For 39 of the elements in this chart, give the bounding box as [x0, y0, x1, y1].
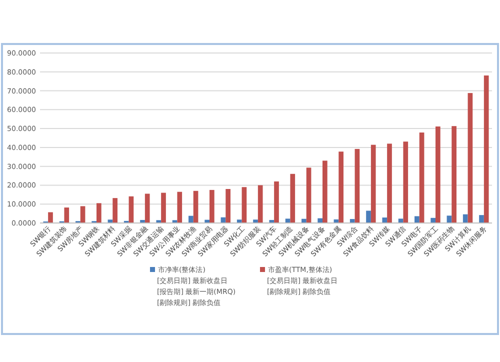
bar [188, 216, 194, 223]
bar [354, 148, 360, 223]
bar [387, 144, 392, 223]
bar [484, 75, 489, 223]
bar [128, 196, 134, 223]
bar [290, 174, 296, 223]
bar [338, 152, 344, 223]
bar [96, 203, 102, 223]
bar [253, 220, 258, 223]
bar [452, 126, 456, 223]
bar [350, 219, 355, 223]
bar [64, 208, 70, 223]
bar [366, 210, 371, 223]
bar [403, 142, 408, 223]
bar [193, 190, 198, 223]
bar [382, 218, 388, 223]
bar [258, 185, 263, 223]
bar [48, 212, 53, 223]
bar [156, 220, 162, 223]
bar [430, 218, 436, 223]
bar [479, 215, 484, 223]
bar [468, 93, 473, 223]
bar [236, 220, 242, 223]
bar [414, 216, 420, 223]
bar [370, 144, 376, 223]
bar [112, 198, 118, 223]
bar [322, 160, 328, 223]
bar [419, 132, 424, 223]
bar [80, 206, 86, 223]
bar [210, 190, 214, 223]
bar [274, 181, 279, 223]
bar [161, 192, 166, 223]
bar [226, 189, 230, 223]
bar [144, 194, 150, 223]
bar [462, 214, 468, 223]
bar [436, 126, 440, 223]
bar [242, 187, 247, 223]
bar [177, 192, 182, 223]
bar [306, 168, 312, 223]
